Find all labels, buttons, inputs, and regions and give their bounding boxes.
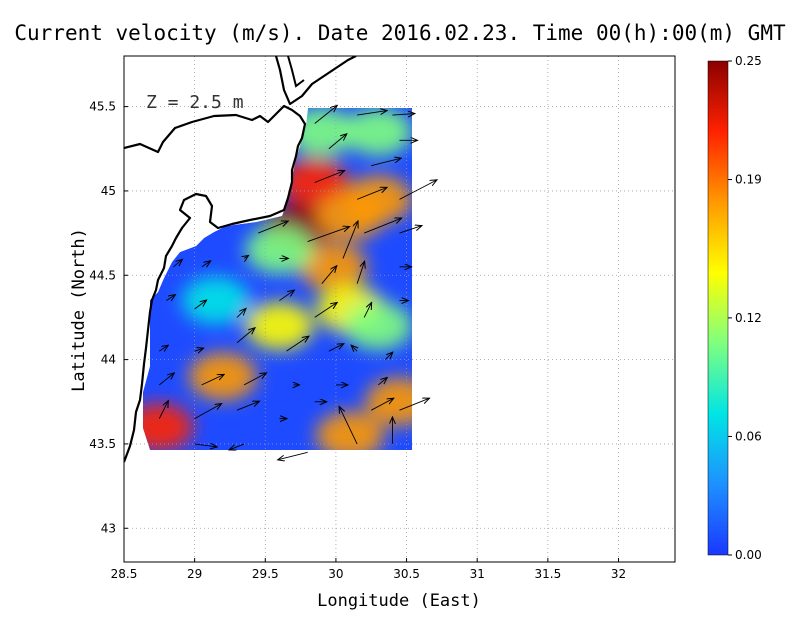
current-vector [351,345,357,351]
coastline [124,104,307,463]
colorbar-tick-label: 0.00 [735,548,762,562]
colorbar-tick-label: 0.12 [735,311,762,325]
current-vector [278,451,308,460]
y-axis-ticks: 43 43.5 44 44.5 45 45.5 [89,100,128,535]
current-vector [159,373,174,386]
y-tick-label: 43 [101,521,116,535]
current-vector [314,302,338,318]
current-vector [328,344,344,352]
x-axis-ticks: 28.5 29 29.5 30 30.5 31 31.5 32 [111,558,626,581]
current-vector [314,171,345,183]
colorbar-ticks: 0.00 0.06 0.12 0.19 0.25 [728,54,762,562]
x-axis-title: Longitude (East) [317,591,481,611]
current-vector [321,266,337,284]
speed-hotspot [143,403,194,450]
speed-hotspot [344,301,412,350]
y-axis-title: Latitude (North) [69,228,89,392]
current-vector [307,227,350,242]
current-vector [364,218,402,234]
y-tick-label: 44 [101,353,116,367]
colorbar: 0.00 0.06 0.12 0.19 0.25 [707,54,762,562]
current-vector [244,255,249,258]
current-vector [342,221,358,259]
speed-hotspot [245,225,314,274]
current-vector [339,406,358,445]
current-vector [194,348,204,351]
current-vector [173,259,182,268]
coastline-north [274,56,357,106]
x-tick-label: 29 [187,567,202,581]
y-tick-label: 45.5 [89,100,116,114]
x-tick-label: 32 [611,567,626,581]
y-tick-label: 44.5 [89,268,116,282]
current-vector [378,377,387,386]
speed-hotspot [188,352,257,401]
x-tick-label: 29.5 [252,567,279,581]
current-vector [392,114,415,116]
current-vector [314,105,338,124]
map-title: Current velocity (m/s). Date 2016.02.23.… [14,21,786,45]
x-tick-label: 28.5 [111,567,138,581]
current-vector [159,345,168,351]
speed-hotspot [316,411,385,450]
colorbar-tick-label: 0.25 [735,54,762,68]
current-vector [279,290,294,301]
current-vector [399,398,430,411]
x-tick-label: 31 [470,567,485,581]
colorbar-scale [707,60,729,556]
speed-hotspot [344,108,412,156]
current-vector [201,261,211,267]
current-vector [243,373,267,386]
current-vector [258,221,288,234]
current-vector [194,300,207,310]
colorbar-tick-label: 0.06 [735,429,762,443]
current-vector [236,401,260,411]
current-vector [363,302,372,318]
current-vector [236,308,246,318]
speed-hotspot [365,377,412,426]
plot-area: Z = 2.5 m 28.5 29 29.5 30 30.5 31 31.5 32 43 43.… [89,55,676,581]
current-vector [158,401,168,419]
current-vector [356,261,365,284]
current-vector [356,187,387,200]
x-tick-label: 30 [328,567,343,581]
current-vector [399,226,423,234]
coastline-north-2 [287,56,305,88]
current-vectors [158,105,438,460]
y-tick-label: 43.5 [89,437,116,451]
current-vector [385,352,393,360]
current-vector [229,443,245,450]
colorbar-tick-label: 0.19 [735,173,762,187]
speed-hotspot [344,175,412,224]
current-vector [399,180,438,200]
current-vector [166,295,175,301]
speed-hotspot [245,301,314,350]
x-tick-label: 30.5 [393,567,420,581]
current-vector [357,111,387,116]
current-vector [328,134,347,150]
x-tick-label: 31.5 [534,567,561,581]
y-tick-label: 45 [101,184,116,198]
depth-label: Z = 2.5 m [146,92,244,113]
current-vector [194,444,218,447]
current-vector [286,336,309,352]
current-vector [371,398,394,411]
speed-hotspot [181,276,250,325]
current-vector [194,404,222,420]
current-vector [371,158,401,167]
current-vector [201,374,225,386]
plot-frame [123,55,676,563]
current-vector [236,328,255,344]
